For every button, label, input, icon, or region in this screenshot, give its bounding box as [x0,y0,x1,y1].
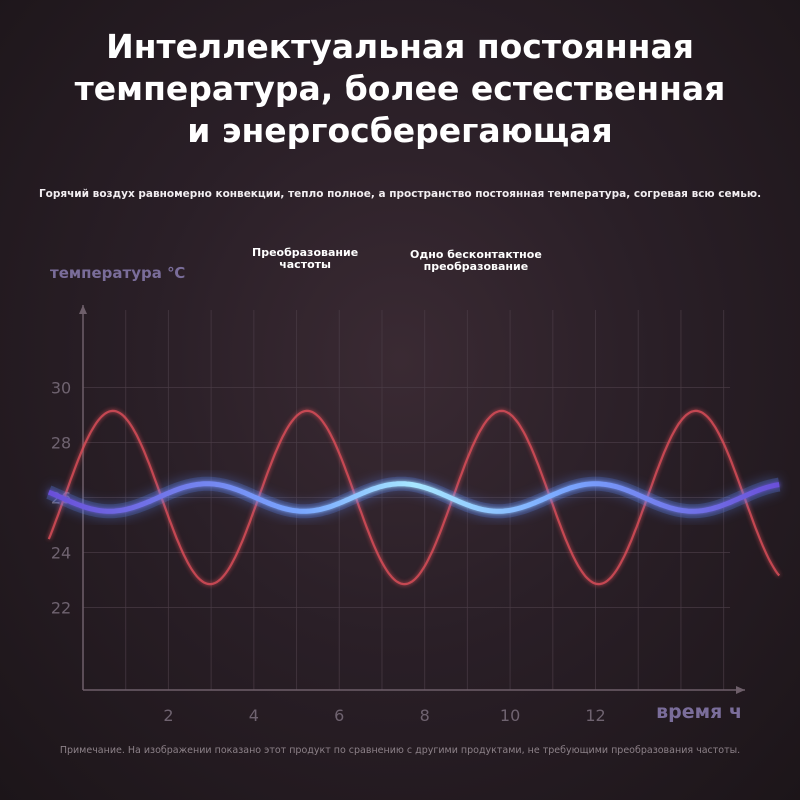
title-line-3: и энергосберегающая [187,111,613,150]
y-tick-label: 24 [51,544,71,563]
subtitle: Горячий воздух равномерно конвекции, теп… [38,188,762,200]
x-tick-label: 2 [163,706,173,725]
y-tick-label: 28 [51,434,71,453]
annotation-label-line: Одно бесконтактное [410,248,542,261]
annotation-label-line: преобразование [424,260,529,273]
y-tick-label: 30 [51,379,71,398]
title-line-2: температура, более естественная [74,69,726,108]
chart-series [46,409,781,586]
x-axis-arrow [736,686,745,694]
chart-labels: температура ℃ время ч Преобразование частот… [50,246,742,723]
annotation-label: Одно бесконтактное преобразование [410,248,542,273]
x-tick-label: 6 [334,706,344,725]
x-tick-label: 12 [585,706,605,725]
chart-axes [79,305,745,694]
x-axis-label: время ч [656,701,742,723]
x-tick-label: 4 [249,706,259,725]
annotation-label-line: Преобразование [252,246,358,259]
series-line-non-inverter [47,409,781,586]
y-axis-label: температура ℃ [50,264,185,282]
y-axis-arrow [79,305,87,314]
y-tick-label: 22 [51,599,71,618]
title-line-1: Интеллектуальная постоянная [106,27,694,66]
annotation-label: Преобразование частоты [252,246,358,271]
page-title: Интеллектуальная постоянная температура,… [0,26,800,152]
x-tick-label: 8 [420,706,430,725]
series-line-inverter [47,481,780,514]
x-tick-label: 10 [500,706,520,725]
chart-grid [83,310,730,690]
footnote: Примечание. На изображении показано этот… [59,745,741,756]
annotation-label-line: частоты [279,258,331,271]
